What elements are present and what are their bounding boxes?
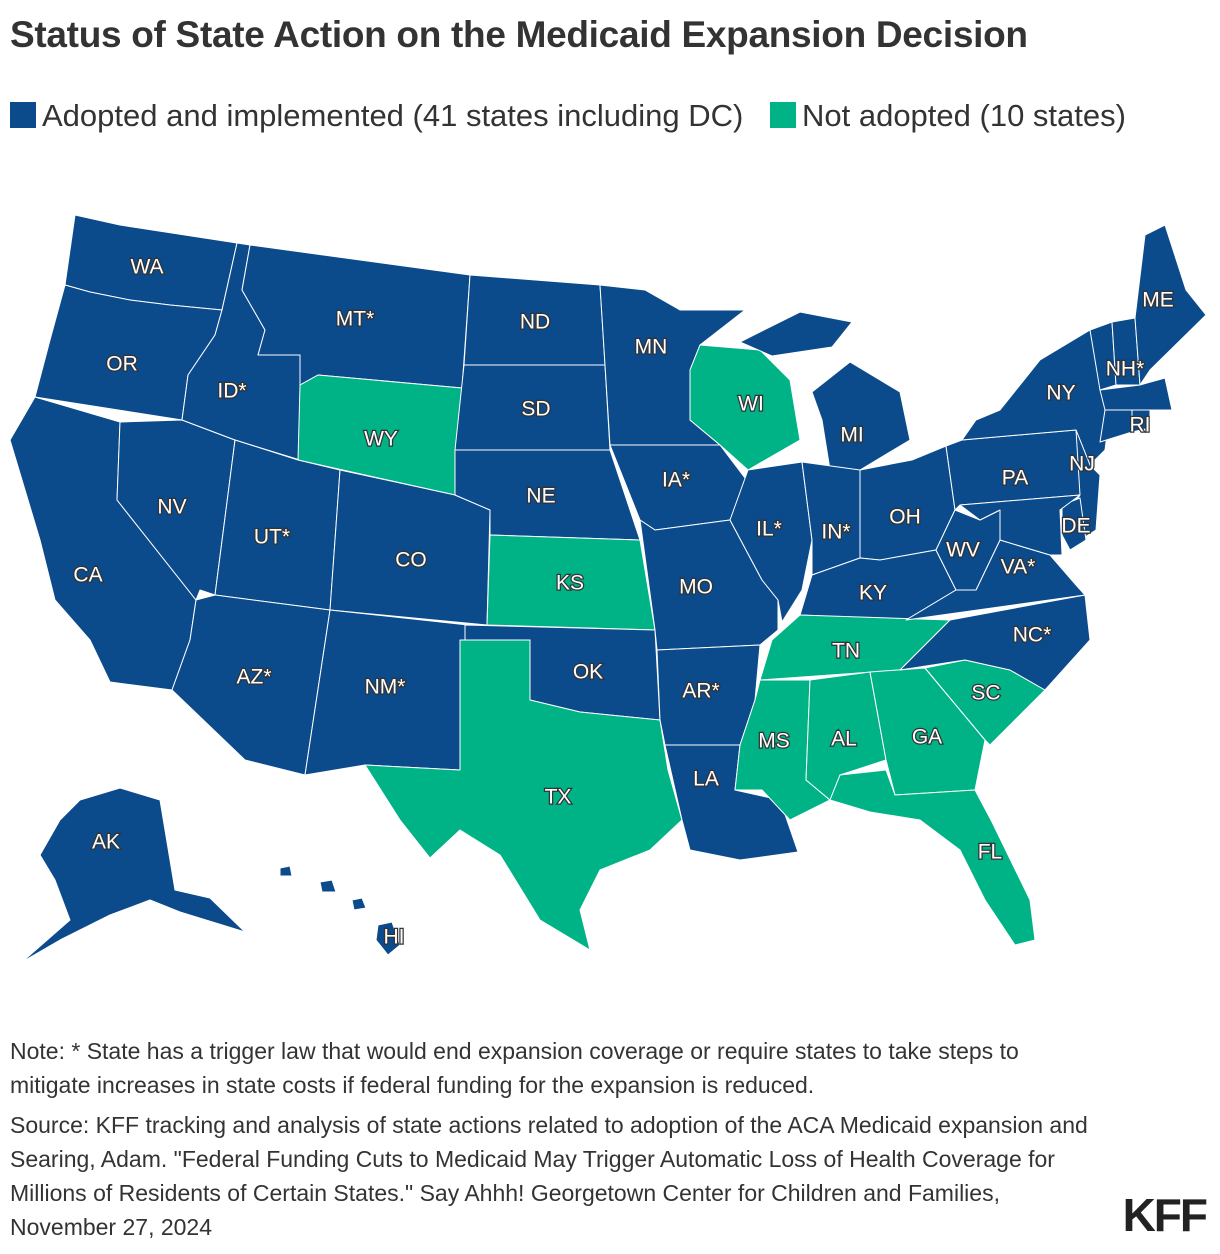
state-label-nm: NM* xyxy=(365,676,406,699)
state-label-nd: ND xyxy=(520,311,550,334)
state-label-nv: NV xyxy=(157,496,186,519)
state-label-mo: MO xyxy=(679,576,713,599)
state-label-ny: NY xyxy=(1046,382,1075,405)
kff-logo: KFF xyxy=(1122,1189,1208,1241)
state-label-pa: PA xyxy=(1002,467,1028,490)
note-text: Note: * State has a trigger law that wou… xyxy=(10,1038,1019,1098)
state-ma xyxy=(1099,377,1173,411)
state-label-mi: MI xyxy=(840,424,863,447)
state-label-ok: OK xyxy=(573,661,603,684)
legend: Adopted and implemented (41 states inclu… xyxy=(10,88,1160,144)
state-label-in: IN* xyxy=(821,521,850,544)
state-label-me: ME xyxy=(1142,289,1174,312)
state-label-tn: TN xyxy=(832,640,860,663)
state-label-mn: MN xyxy=(635,336,668,359)
us-state-map: WA OR CA NV ID* MT* WY UT* CO AZ* NM* ND SD NE KS OK TX M… xyxy=(9,214,1207,963)
state-label-ri: RI xyxy=(1130,414,1151,437)
state-label-ms: MS xyxy=(758,730,790,753)
state-label-al: AL xyxy=(831,728,857,751)
state-label-tx: TX xyxy=(545,786,572,809)
state-label-la: LA xyxy=(693,768,719,791)
state-de xyxy=(1061,497,1087,551)
state-label-co: CO xyxy=(395,549,427,572)
state-ct xyxy=(1099,409,1133,443)
legend-swatch-adopted xyxy=(10,102,36,128)
state-label-ca: CA xyxy=(73,564,102,587)
state-label-oh: OH xyxy=(889,506,921,529)
state-label-ia: IA* xyxy=(662,469,690,492)
state-label-fl: FL xyxy=(978,841,1003,864)
state-fl xyxy=(829,769,1036,946)
notes: Note: * State has a trigger law that wou… xyxy=(10,1034,1100,1250)
state-label-ky: KY xyxy=(859,582,887,605)
state-label-sd: SD xyxy=(521,398,550,421)
state-label-ne: NE xyxy=(526,485,555,508)
legend-label-not-adopted: Not adopted (10 states) xyxy=(801,98,1126,133)
state-label-ga: GA xyxy=(912,726,942,749)
state-label-mt: MT* xyxy=(336,308,375,331)
state-label-sc: SC xyxy=(971,682,1000,705)
state-label-nj: NJ xyxy=(1069,453,1095,476)
state-label-wy: WY xyxy=(364,428,398,451)
state-md xyxy=(959,494,1081,556)
state-label-hi: HI xyxy=(384,926,405,949)
chart-title: Status of State Action on the Medicaid E… xyxy=(10,14,1028,55)
legend-item-adopted: Adopted and implemented (41 states inclu… xyxy=(10,98,743,133)
state-label-nh: NH* xyxy=(1106,358,1145,381)
state-label-az: AZ* xyxy=(236,666,271,689)
state-label-id: ID* xyxy=(217,380,246,403)
legend-item-not-adopted: Not adopted (10 states) xyxy=(769,98,1126,133)
state-label-va: VA* xyxy=(1001,556,1036,579)
state-label-il: IL* xyxy=(756,518,782,541)
state-label-wv: WV xyxy=(946,539,980,562)
state-label-ak: AK xyxy=(92,831,120,854)
state-tx xyxy=(364,639,683,951)
state-label-ar: AR* xyxy=(682,680,719,703)
state-label-wa: WA xyxy=(130,256,163,279)
state-mo xyxy=(639,519,779,651)
state-mi xyxy=(739,311,911,471)
state-hi xyxy=(279,865,401,956)
state-label-or: OR xyxy=(106,353,138,376)
legend-label-adopted: Adopted and implemented (41 states inclu… xyxy=(42,98,744,133)
state-nc xyxy=(899,594,1091,691)
legend-swatch-not-adopted xyxy=(769,102,796,128)
state-label-de: DE xyxy=(1061,515,1090,538)
state-label-ut: UT* xyxy=(254,526,290,549)
state-in xyxy=(801,461,861,576)
state-label-nc: NC* xyxy=(1013,624,1052,647)
source-text: Source: KFF tracking and analysis of sta… xyxy=(10,1112,1088,1240)
state-ak xyxy=(21,787,246,963)
state-label-ks: KS xyxy=(556,572,584,595)
state-tn xyxy=(759,614,951,681)
state-label-wi: WI xyxy=(738,393,764,416)
state-me xyxy=(1134,224,1207,386)
